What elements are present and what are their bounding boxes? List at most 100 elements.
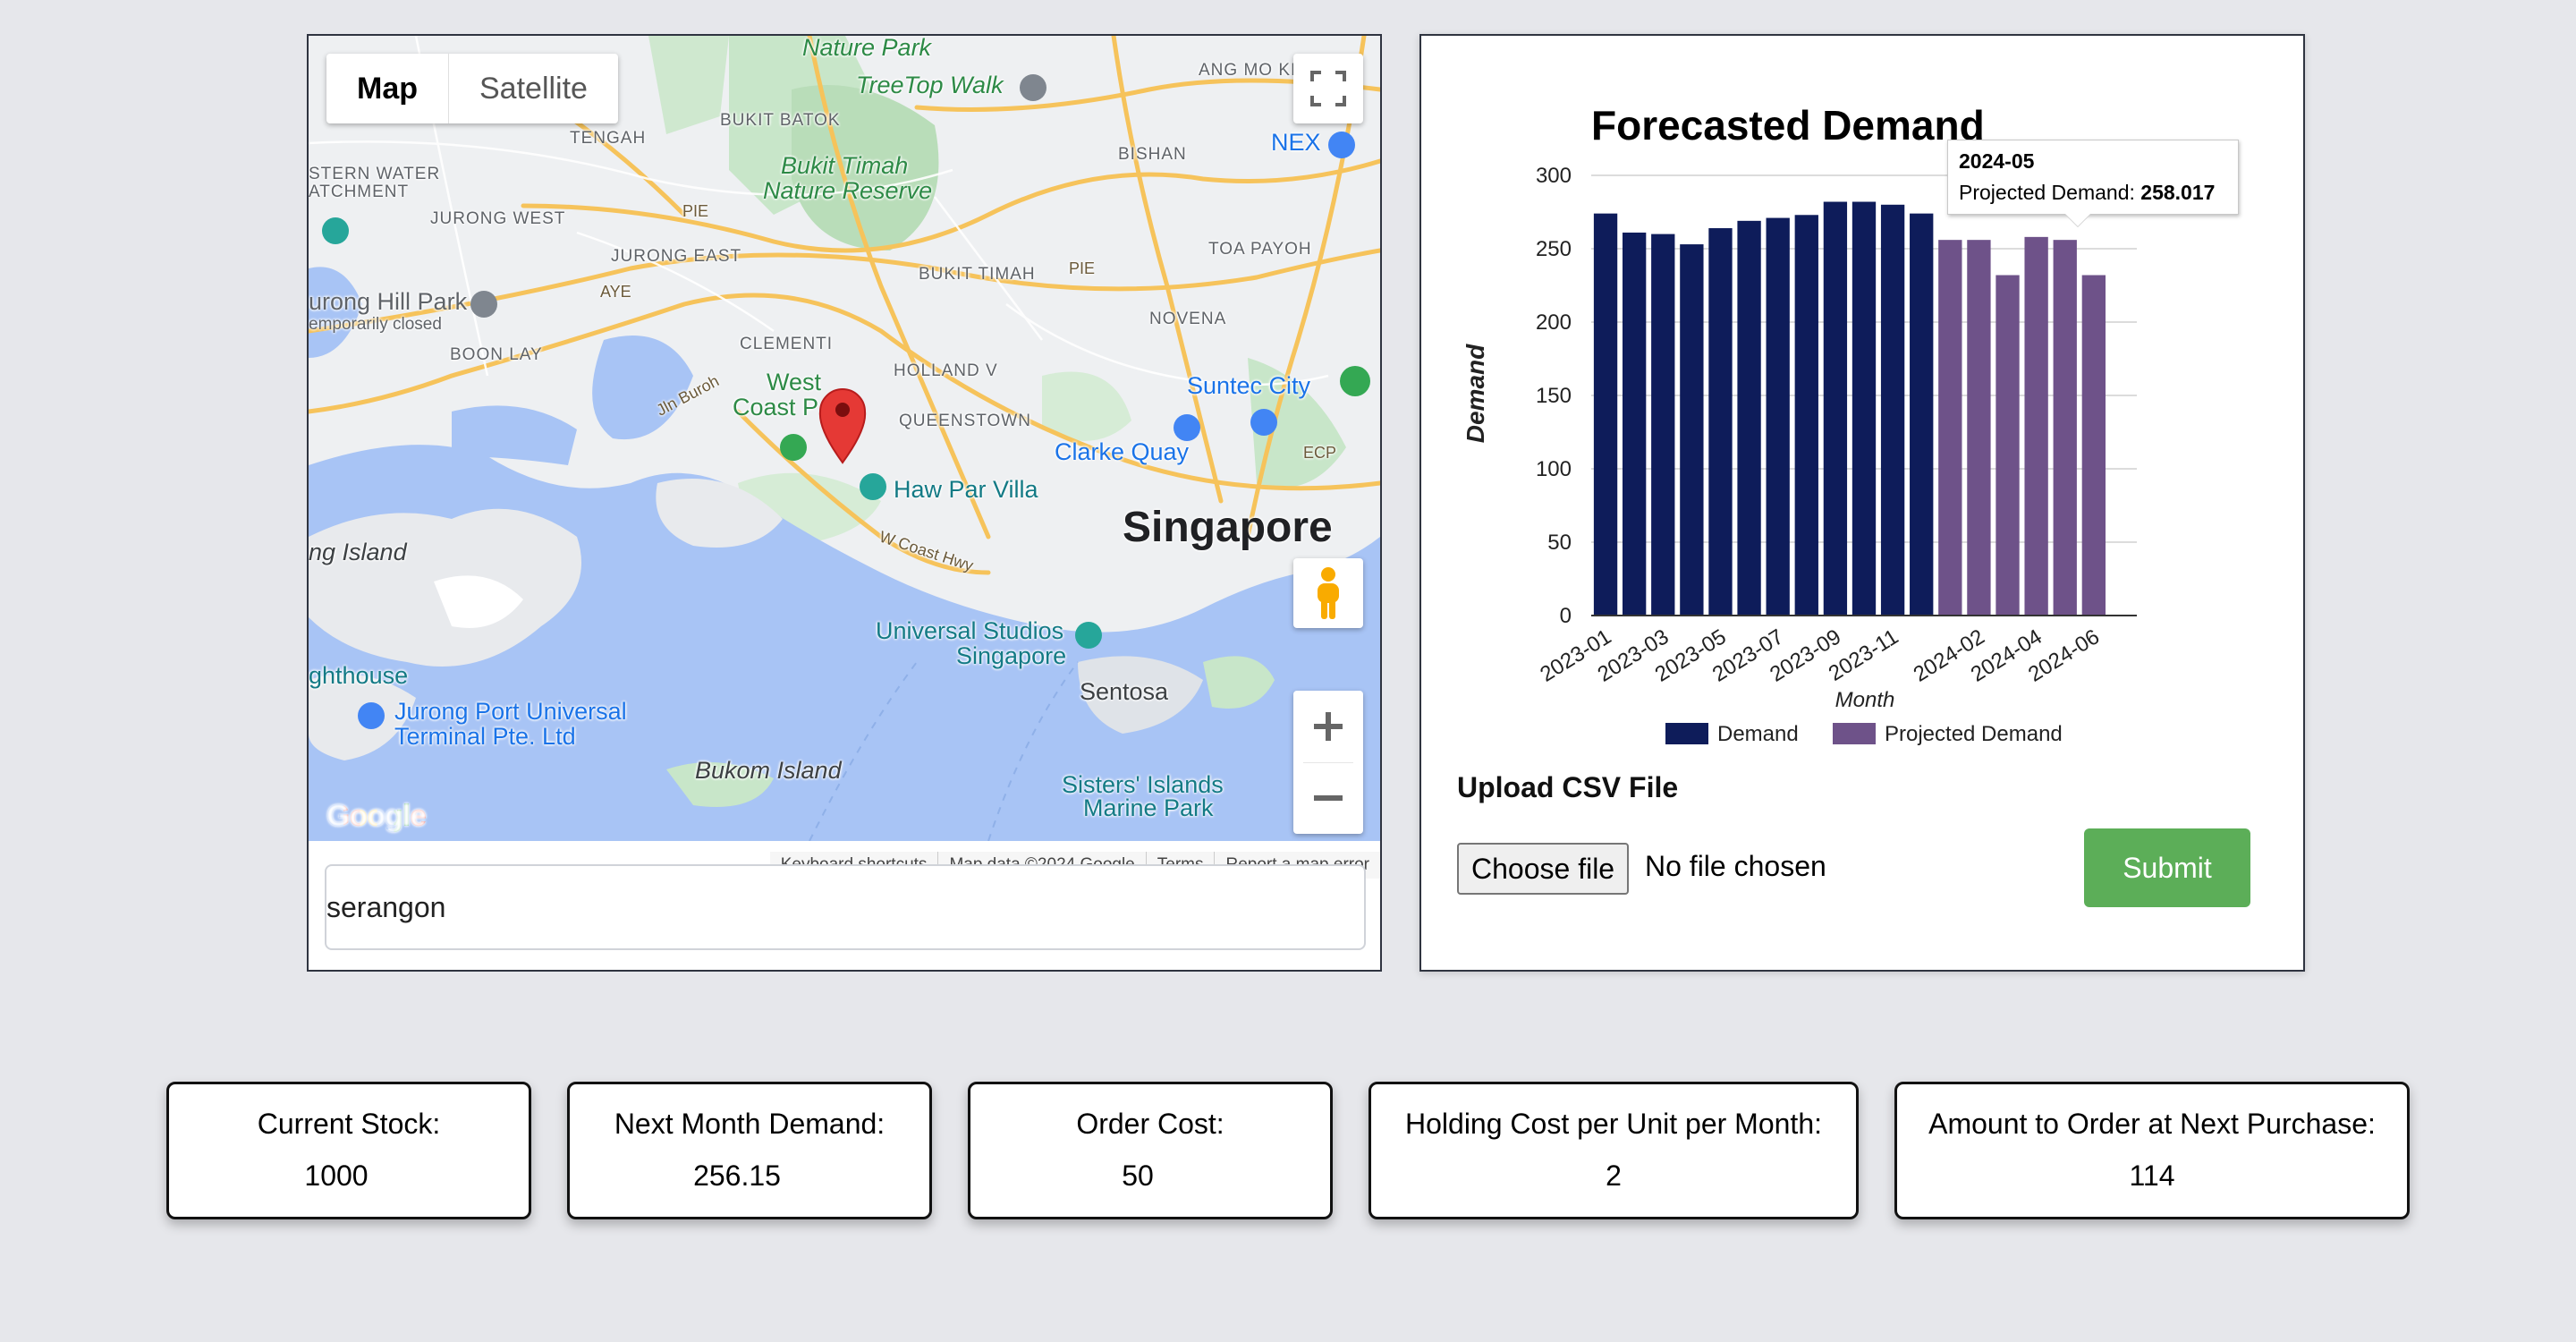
y-tick-label: 300 <box>1536 164 1572 188</box>
upload-csv-label: Upload CSV File <box>1457 771 1679 803</box>
location-pin-icon[interactable] <box>818 388 867 464</box>
stat-value: 256.15 <box>693 1159 781 1192</box>
bar-2023-02[interactable] <box>1622 232 1647 616</box>
map-label: QUEENSTOWN <box>899 412 1031 430</box>
stat-card-order-cost: Order Cost: 50 <box>968 1082 1333 1219</box>
bar-2024-04[interactable] <box>2024 236 2048 616</box>
bar-2023-10[interactable] <box>1852 201 1877 616</box>
bar-2023-12[interactable] <box>1910 213 1934 616</box>
choose-file-button[interactable]: Choose file <box>1457 843 1630 895</box>
stat-label: Order Cost: <box>1076 1108 1224 1140</box>
tooltip-value: 258.017 <box>2140 181 2216 204</box>
zoom-control <box>1293 691 1363 834</box>
stat-value: 2 <box>1606 1159 1622 1192</box>
stat-card-current-stock: Current Stock: 1000 <box>166 1082 531 1219</box>
google-logo: Google <box>326 799 427 834</box>
map-label: PIE <box>682 202 709 220</box>
y-tick-label: 250 <box>1536 237 1572 261</box>
demand-chart: Forecasted Demand 0 50 100 150 200 250 300 202… <box>1462 102 2137 746</box>
map-canvas[interactable]: Nature Park TreeTop Walk ANG MO KIO BUKI… <box>309 36 1380 841</box>
map-label: BOON LAY <box>450 345 543 364</box>
minus-icon <box>1314 795 1343 802</box>
map-label: Haw Par Villa <box>894 476 1038 503</box>
bar-2023-04[interactable] <box>1680 244 1704 616</box>
map-label: Terminal Pte. Ltd <box>394 723 576 750</box>
bar-2023-08[interactable] <box>1794 215 1818 616</box>
file-status-text: No file chosen <box>1645 850 1826 882</box>
map-label: STERN WATER <box>309 165 441 183</box>
map-label: PIE <box>1069 259 1096 277</box>
bar-2023-09[interactable] <box>1823 201 1848 616</box>
bar-2023-07[interactable] <box>1766 217 1790 616</box>
map-label: Sentosa <box>1080 678 1169 705</box>
street-view-button[interactable] <box>1293 558 1363 628</box>
stat-value: 1000 <box>304 1159 369 1192</box>
stat-card-holding-cost: Holding Cost per Unit per Month: 2 <box>1368 1082 1859 1219</box>
stat-value: 50 <box>1122 1159 1154 1192</box>
map-label: JURONG EAST <box>611 247 742 266</box>
y-tick-label: 200 <box>1536 310 1572 335</box>
chart-title: Forecasted Demand <box>1591 102 1985 149</box>
bar-2023-03[interactable] <box>1651 234 1675 616</box>
map-base-graphic <box>309 36 1380 841</box>
map-panel: Nature Park TreeTop Walk ANG MO KIO BUKI… <box>307 34 1382 972</box>
map-label: HOLLAND V <box>894 361 998 380</box>
y-axis-ticks: 0 50 100 150 200 250 300 <box>1536 164 1572 628</box>
tooltip-arrow <box>2065 214 2090 226</box>
map-label: TOA PAYOH <box>1208 240 1312 259</box>
map-label: ghthouse <box>309 662 409 689</box>
submit-button[interactable]: Submit <box>2084 828 2250 907</box>
fullscreen-icon <box>1310 71 1346 106</box>
map-type-map-button[interactable]: Map <box>326 54 449 123</box>
zoom-divider <box>1303 761 1353 763</box>
map-label: Coast P <box>733 394 819 420</box>
bar-2024-06[interactable] <box>2081 275 2106 616</box>
google-logo-text: Google <box>326 799 427 833</box>
bar-2024-01[interactable] <box>1938 240 1962 616</box>
legend-swatch-demand <box>1665 723 1708 744</box>
bar-2023-05[interactable] <box>1708 228 1733 616</box>
map-label: ECP <box>1303 444 1337 462</box>
map-label: ATCHMENT <box>309 183 410 201</box>
bar-2023-11[interactable] <box>1880 204 1905 616</box>
bar-2024-05[interactable] <box>2053 240 2077 616</box>
y-tick-label: 0 <box>1560 604 1572 628</box>
stat-label: Next Month Demand: <box>614 1108 886 1140</box>
plus-icon <box>1314 711 1343 741</box>
zoom-out-button[interactable] <box>1293 763 1363 835</box>
map-label: CLEMENTI <box>740 335 834 353</box>
map-label: Marine Park <box>1083 794 1214 821</box>
map-label: BUKIT TIMAH <box>919 265 1036 284</box>
stat-label: Amount to Order at Next Purchase: <box>1928 1108 2376 1140</box>
fullscreen-button[interactable] <box>1293 54 1363 123</box>
y-tick-label: 50 <box>1547 531 1572 555</box>
zoom-in-button[interactable] <box>1293 691 1363 762</box>
map-label: Jurong Port Universal <box>394 698 627 725</box>
map-label: Singapore <box>1123 504 1333 551</box>
stat-card-amount-to-order: Amount to Order at Next Purchase: 114 <box>1894 1082 2410 1219</box>
stat-label: Holding Cost per Unit per Month: <box>1405 1108 1822 1140</box>
bar-2023-01[interactable] <box>1593 213 1618 616</box>
bar-2024-03[interactable] <box>1996 275 2020 616</box>
tooltip-label: Projected Demand: <box>1959 181 2135 204</box>
map-label: Universal Studios <box>876 617 1064 644</box>
map-label: Bukom Island <box>695 757 842 784</box>
map-label: Clarke Quay <box>1055 438 1190 465</box>
stat-card-next-month-demand: Next Month Demand: 256.15 <box>567 1082 932 1219</box>
map-label: TENGAH <box>570 129 647 148</box>
chart-legend: Demand Projected Demand <box>1665 722 2063 746</box>
map-label: Nature Park <box>802 36 932 61</box>
location-search-input[interactable] <box>325 864 1366 950</box>
map-label: JURONG WEST <box>430 209 566 228</box>
map-label: BUKIT BATOK <box>720 111 841 130</box>
bar-2023-06[interactable] <box>1737 220 1761 616</box>
map-label: TreeTop Walk <box>856 72 1004 98</box>
y-tick-label: 150 <box>1536 384 1572 408</box>
map-type-satellite-button[interactable]: Satellite <box>479 72 588 106</box>
map-label: emporarily closed <box>309 315 442 334</box>
chart-tooltip: 2024-05 Projected Demand: 258.017 <box>1947 140 2239 215</box>
stat-label: Current Stock: <box>257 1108 441 1140</box>
bar-2024-02[interactable] <box>1967 240 1991 616</box>
map-label: Sisters' Islands <box>1062 771 1224 798</box>
x-axis-label: Month <box>1835 688 1895 712</box>
